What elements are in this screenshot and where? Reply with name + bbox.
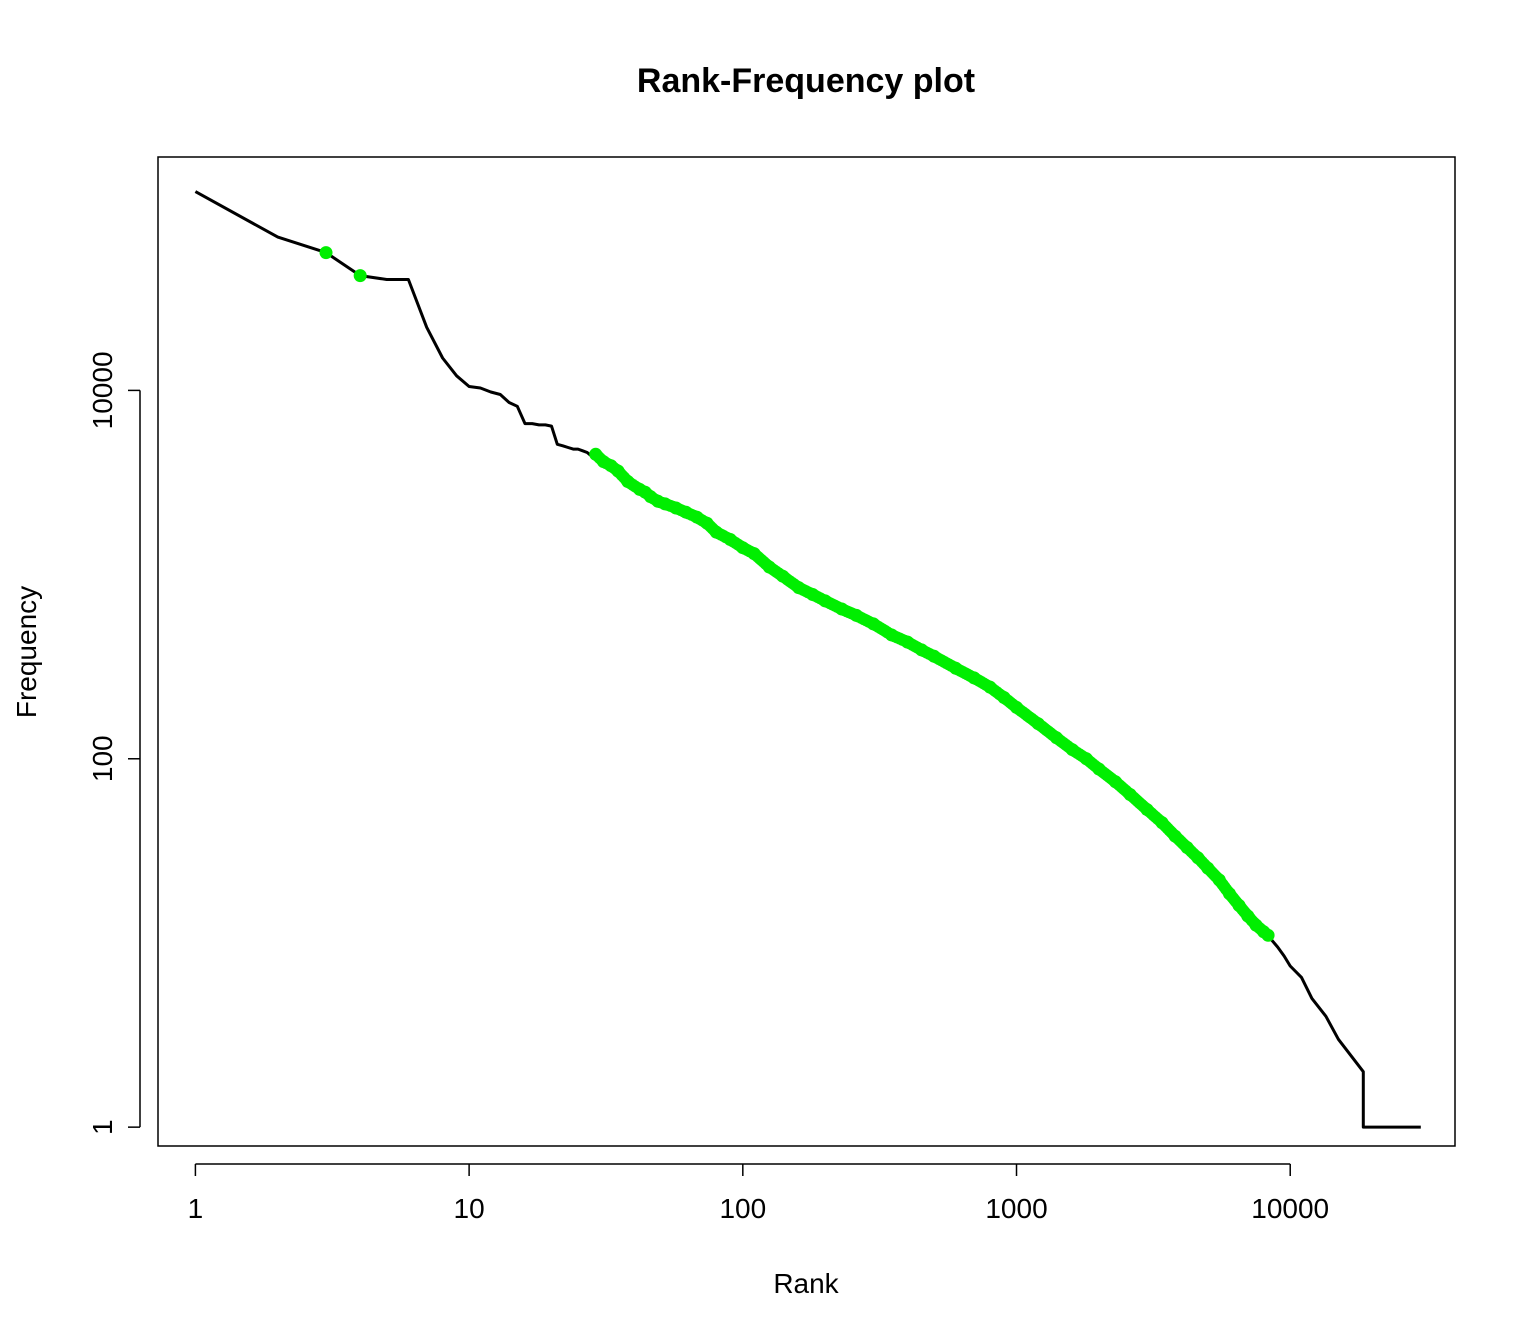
highlight-point (806, 588, 820, 601)
highlight-point (1212, 873, 1226, 887)
highlight-point (353, 269, 367, 283)
highlight-point (1232, 898, 1246, 912)
plot-frame (157, 156, 1456, 1147)
highlight-point (835, 602, 849, 616)
highlight-point (1079, 752, 1093, 766)
highlight-point (1092, 762, 1106, 776)
highlight-point (690, 510, 704, 524)
highlight-point (1223, 887, 1236, 901)
highlight-point (1201, 861, 1215, 875)
highlight-point (1168, 829, 1182, 843)
highlight-point (927, 649, 941, 663)
highlight-point (983, 680, 997, 694)
y-tick-label: 100 (87, 735, 118, 782)
highlight-point (915, 643, 929, 657)
highlight-point (723, 533, 737, 546)
highlight-point (679, 505, 693, 519)
highlight-point (1261, 928, 1275, 942)
highlight-point (747, 547, 761, 561)
highlight-point (319, 246, 333, 260)
highlight-point (611, 464, 625, 478)
highlight-point (1031, 717, 1045, 731)
highlight-point (1050, 731, 1063, 745)
highlight-point (736, 541, 750, 555)
x-axis: 1 10 100 1000 10000 (188, 1163, 1329, 1224)
series-layer (194, 190, 1421, 1129)
highlight-point (849, 608, 863, 622)
x-tick-label: 10 (454, 1193, 485, 1224)
highlight-point (658, 497, 672, 511)
y-tick-label: 1 (87, 1119, 118, 1135)
y-axis-label: Frequency (11, 586, 42, 718)
x-tick-label: 1000 (985, 1193, 1047, 1224)
highlight-point (1065, 743, 1079, 757)
highlight-point (621, 475, 635, 488)
y-axis: 1 100 10000 (87, 351, 141, 1135)
highlight-point (1010, 700, 1023, 714)
highlight-point (1191, 851, 1205, 865)
highlight-point (818, 594, 832, 608)
highlight-point (1140, 803, 1154, 817)
highlight-point (1180, 841, 1194, 854)
highlight-point (949, 661, 963, 675)
x-axis-label: Rank (773, 1268, 839, 1299)
highlight-point (866, 617, 880, 631)
x-tick-label: 1 (188, 1193, 204, 1224)
highlight-point (709, 525, 723, 539)
highlight-point (1109, 775, 1122, 789)
x-tick-label: 100 (719, 1193, 766, 1224)
highlight-point (967, 671, 981, 685)
highlight-point (997, 691, 1011, 704)
y-tick-label: 10000 (87, 351, 118, 429)
x-tick-label: 10000 (1251, 1193, 1329, 1224)
highlight-point (792, 581, 806, 595)
highlight-point (776, 569, 790, 583)
highlight-point (669, 501, 683, 515)
highlight-point (1123, 788, 1137, 801)
chart-title: Rank-Frequency plot (637, 62, 975, 100)
highlight-point (762, 560, 776, 574)
highlight-point (700, 516, 714, 530)
frequency-line (194, 190, 1421, 1129)
highlight-point (1241, 909, 1255, 923)
highlight-point (1155, 816, 1169, 830)
highlight-point (885, 628, 899, 642)
highlight-point (901, 635, 915, 649)
